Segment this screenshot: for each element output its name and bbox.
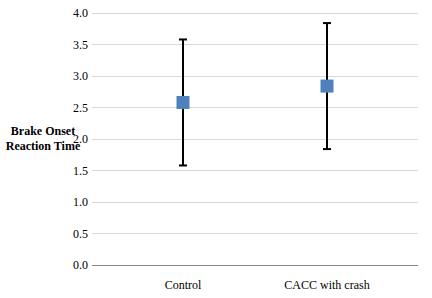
tick-label: 3.0	[73, 69, 88, 83]
marks	[177, 23, 334, 165]
grid-line	[92, 233, 418, 234]
marker	[177, 96, 190, 109]
grid-line	[92, 76, 418, 77]
tick-label: 0.0	[73, 258, 88, 272]
tick-label: 1.0	[73, 195, 88, 209]
grid-line	[92, 44, 418, 45]
tick-label: 4.0	[73, 6, 88, 20]
category-label: Control	[165, 278, 202, 292]
grid-line	[92, 139, 418, 140]
grid-line	[92, 202, 418, 203]
tick-label: 1.5	[73, 164, 88, 178]
grid-line	[92, 107, 418, 108]
tick-label: 2.5	[73, 101, 88, 115]
tick-label: 0.5	[73, 227, 88, 241]
grid-line	[92, 170, 418, 171]
tick-label: 3.5	[73, 38, 88, 52]
tick-label: 2.0	[73, 132, 88, 146]
marker	[321, 80, 334, 93]
plot: 0.0 0.5 1.0 1.5 2.0 2.5 3.0 3.5 4.0 Control CACC w…	[0, 0, 432, 298]
grid-line	[92, 265, 418, 266]
chart: Brake Onset Reaction Time 0.00.51.01.52.…	[0, 0, 432, 298]
category-label: CACC with crash	[284, 278, 369, 292]
grid-line	[92, 13, 418, 14]
